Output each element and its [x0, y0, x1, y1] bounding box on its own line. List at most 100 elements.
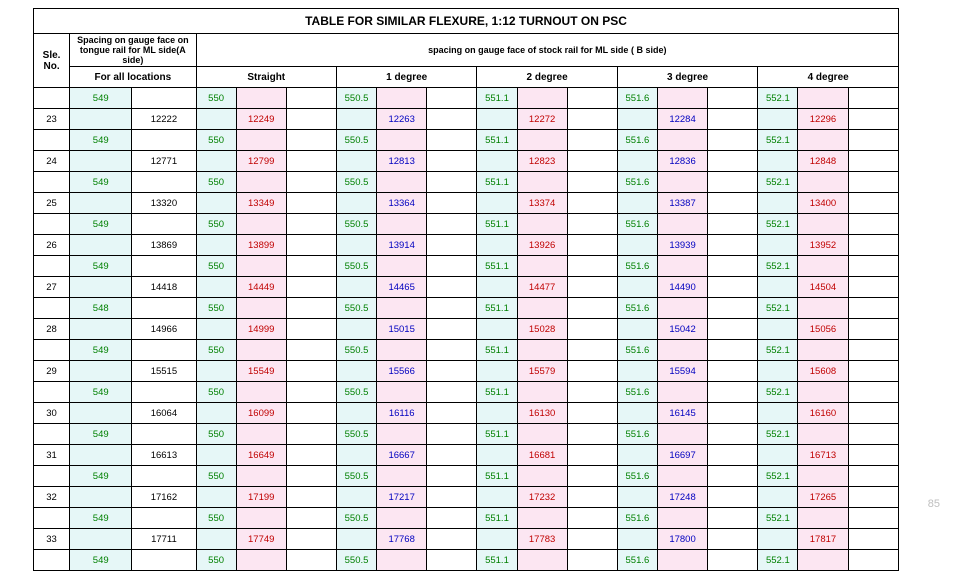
gauge-cell: [336, 319, 376, 340]
gauge-cell: [196, 151, 236, 172]
gauge-cell: [617, 109, 657, 130]
a-side-gauge-cell: [70, 277, 132, 298]
sle-no-cell: 26: [34, 235, 70, 256]
gauge-cell: [617, 487, 657, 508]
sle-no-cell: [34, 382, 70, 403]
a-side-value-cell: 13869: [132, 235, 196, 256]
value-cell: 12249: [236, 109, 286, 130]
spacer-cell: [286, 130, 336, 151]
table-row: 23122221224912263122721228412296: [34, 109, 899, 130]
spacer-cell: [708, 235, 758, 256]
sle-no-cell: 27: [34, 277, 70, 298]
value-cell: [236, 88, 286, 109]
gauge-cell: [196, 235, 236, 256]
spacer-cell: [567, 319, 617, 340]
gauge-cell: [758, 277, 798, 298]
spacer-cell: [286, 550, 336, 571]
page-number: 85: [928, 498, 940, 510]
value-cell: 17749: [236, 529, 286, 550]
gauge-cell: [196, 319, 236, 340]
value-cell: 12263: [377, 109, 427, 130]
value-cell: 12836: [657, 151, 707, 172]
table-title: TABLE FOR SIMILAR FLEXURE, 1:12 TURNOUT …: [34, 9, 899, 34]
gauge-cell: 551.6: [617, 508, 657, 529]
gauge-cell: [336, 235, 376, 256]
value-cell: [657, 214, 707, 235]
spacer-cell: [848, 130, 898, 151]
value-cell: [517, 130, 567, 151]
value-cell: 15015: [377, 319, 427, 340]
value-cell: [377, 172, 427, 193]
table-body: 549550550.5551.1551.6552.123122221224912…: [34, 88, 899, 571]
a-side-gauge-cell: 549: [70, 214, 132, 235]
spacer-cell: [286, 256, 336, 277]
sle-no-cell: [34, 298, 70, 319]
spacer-cell: [567, 88, 617, 109]
a-side-gauge-cell: [70, 235, 132, 256]
sle-no-cell: 24: [34, 151, 70, 172]
a-side-gauge-cell: 549: [70, 508, 132, 529]
spacer-cell: [848, 466, 898, 487]
a-side-gauge-cell: [70, 487, 132, 508]
value-cell: [657, 466, 707, 487]
spacer-cell: [567, 361, 617, 382]
spacer-cell: [567, 445, 617, 466]
value-cell: [517, 172, 567, 193]
spacer-cell: [286, 361, 336, 382]
a-side-gauge-cell: [70, 109, 132, 130]
value-cell: [236, 466, 286, 487]
gauge-cell: 551.1: [477, 88, 517, 109]
a-side-gauge-cell: 549: [70, 424, 132, 445]
spacer-cell: [286, 424, 336, 445]
value-cell: 16649: [236, 445, 286, 466]
value-cell: [517, 256, 567, 277]
spacer-cell: [427, 130, 477, 151]
value-cell: 15549: [236, 361, 286, 382]
value-cell: 13400: [798, 193, 848, 214]
value-cell: [657, 130, 707, 151]
value-cell: [377, 256, 427, 277]
spacer-cell: [427, 193, 477, 214]
value-cell: 15566: [377, 361, 427, 382]
spacer-cell: [848, 508, 898, 529]
spacer-cell: [567, 109, 617, 130]
table-row: 549550550.5551.1551.6552.1: [34, 172, 899, 193]
spacer-cell: [567, 256, 617, 277]
spacer-cell: [427, 361, 477, 382]
gauge-cell: 550.5: [336, 508, 376, 529]
spacer-cell: [708, 193, 758, 214]
spacer-cell: [708, 466, 758, 487]
value-cell: 13349: [236, 193, 286, 214]
value-cell: 13364: [377, 193, 427, 214]
spacer-cell: [708, 172, 758, 193]
value-cell: 15042: [657, 319, 707, 340]
spacer-cell: [567, 172, 617, 193]
sle-no-cell: [34, 88, 70, 109]
spacer-cell: [286, 235, 336, 256]
value-cell: [657, 256, 707, 277]
value-cell: [798, 466, 848, 487]
a-side-value-cell: [132, 508, 196, 529]
spacer-cell: [708, 550, 758, 571]
gauge-cell: [477, 319, 517, 340]
value-cell: [657, 88, 707, 109]
spacer-cell: [286, 529, 336, 550]
gauge-cell: [617, 235, 657, 256]
gauge-cell: [758, 151, 798, 172]
spacer-cell: [286, 214, 336, 235]
value-cell: [517, 214, 567, 235]
table-row: 549550550.5551.1551.6552.1: [34, 424, 899, 445]
value-cell: [377, 466, 427, 487]
value-cell: [377, 88, 427, 109]
spacer-cell: [427, 403, 477, 424]
value-cell: 16667: [377, 445, 427, 466]
value-cell: 14449: [236, 277, 286, 298]
gauge-cell: 552.1: [758, 130, 798, 151]
gauge-cell: 550: [196, 466, 236, 487]
value-cell: 17817: [798, 529, 848, 550]
gauge-cell: 551.1: [477, 382, 517, 403]
a-side-gauge-cell: 549: [70, 88, 132, 109]
spacer-cell: [286, 172, 336, 193]
gauge-cell: [336, 109, 376, 130]
spacer-cell: [708, 487, 758, 508]
